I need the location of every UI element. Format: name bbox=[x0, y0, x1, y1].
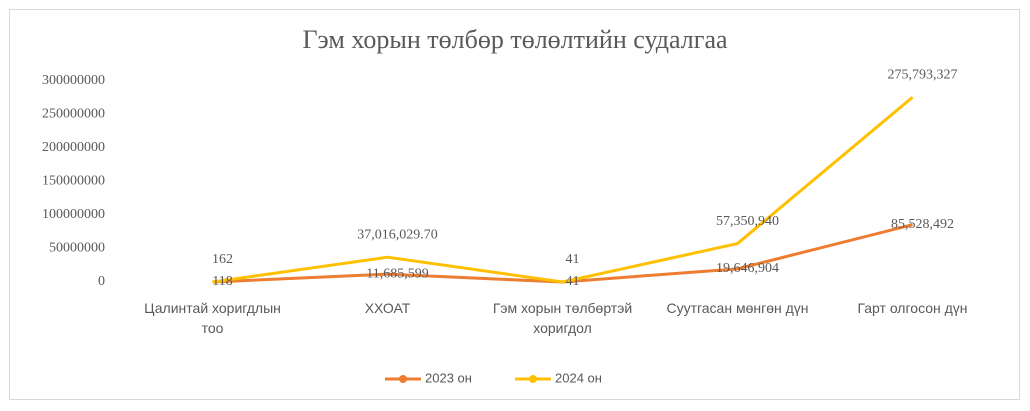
data-label: 162 bbox=[212, 252, 233, 267]
y-tick-label: 0 bbox=[98, 274, 105, 289]
legend-marker bbox=[529, 375, 537, 383]
x-tick-label: Цалинтай хоригдлын тоо bbox=[144, 300, 281, 336]
data-label: 85,528,492 bbox=[891, 217, 954, 232]
series-line bbox=[212, 96, 914, 284]
x-tick-label: Суутгасан мөнгөн дүн bbox=[666, 300, 809, 316]
chart-border bbox=[9, 9, 1020, 400]
x-tick-label: Гэм хорын төлбөртэй хоригдол bbox=[492, 300, 633, 336]
data-label: 19,646,904 bbox=[716, 261, 779, 276]
y-tick-label: 200000000 bbox=[42, 140, 105, 155]
y-tick-label: 100000000 bbox=[42, 207, 105, 222]
data-label: 57,350,940 bbox=[716, 214, 779, 229]
chart-title: Гэм хорын төлбөр төлөлтийн судалгаа bbox=[302, 25, 728, 54]
x-tick-label: Гарт олгосон дүн bbox=[857, 300, 968, 316]
y-tick-label: 250000000 bbox=[42, 107, 105, 122]
legend-label: 2024 он bbox=[555, 370, 602, 385]
legend-marker bbox=[399, 375, 407, 383]
data-label: 37,016,029.70 bbox=[357, 227, 438, 242]
data-label: 118 bbox=[212, 274, 232, 289]
y-tick-label: 50000000 bbox=[49, 241, 105, 256]
data-label: 11,685,599 bbox=[366, 266, 428, 281]
data-label: 41 bbox=[566, 252, 580, 267]
x-tick-label: ХХОАТ bbox=[364, 300, 411, 316]
data-label: 41 bbox=[566, 274, 580, 289]
y-tick-label: 300000000 bbox=[42, 73, 105, 88]
legend-label: 2023 он bbox=[425, 370, 472, 385]
y-tick-label: 150000000 bbox=[42, 174, 105, 189]
data-label: 275,793,327 bbox=[888, 67, 958, 82]
